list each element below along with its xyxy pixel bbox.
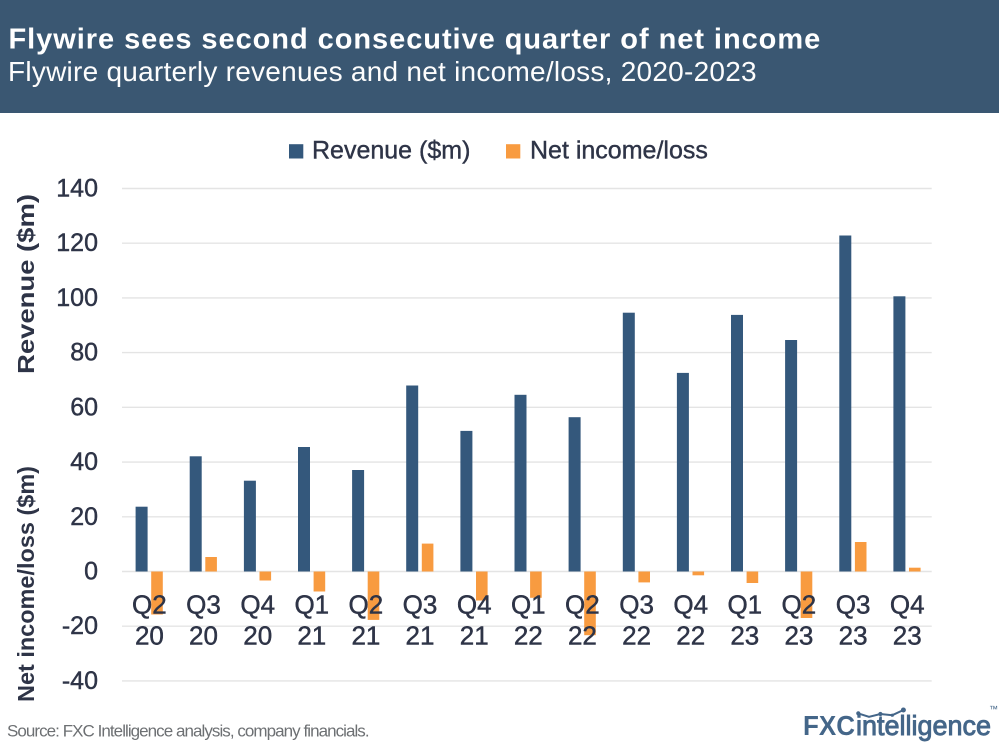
svg-text:Q2: Q2 (132, 590, 167, 620)
svg-text:Q1: Q1 (511, 590, 546, 620)
svg-text:Source: FXC Intelligence analy: Source: FXC Intelligence analysis, compa… (7, 721, 369, 740)
svg-text:100: 100 (56, 284, 98, 312)
svg-text:23: 23 (839, 621, 868, 651)
svg-text:21: 21 (297, 621, 326, 651)
svg-text:Q3: Q3 (836, 590, 871, 620)
svg-text:Q2: Q2 (782, 590, 817, 620)
svg-text:21: 21 (460, 621, 489, 651)
svg-text:Q2: Q2 (349, 590, 384, 620)
svg-text:22: 22 (568, 621, 597, 651)
svg-text:Q3: Q3 (619, 590, 654, 620)
svg-text:22: 22 (514, 621, 543, 651)
svg-text:FXC: FXC (803, 710, 855, 741)
svg-text:22: 22 (622, 621, 651, 651)
svg-text:Q4: Q4 (890, 590, 925, 620)
svg-text:Flywire quarterly revenues and: Flywire quarterly revenues and net incom… (8, 56, 757, 87)
svg-text:20: 20 (189, 621, 218, 651)
svg-text:23: 23 (784, 621, 813, 651)
svg-text:Q1: Q1 (727, 590, 762, 620)
svg-text:Net income/loss ($m): Net income/loss ($m) (13, 466, 39, 702)
svg-text:140: 140 (56, 175, 98, 203)
svg-text:Q3: Q3 (403, 590, 438, 620)
svg-text:-40: -40 (62, 667, 98, 695)
svg-text:Revenue ($m): Revenue ($m) (13, 194, 39, 374)
svg-text:23: 23 (730, 621, 759, 651)
svg-text:Q1: Q1 (294, 590, 329, 620)
svg-text:21: 21 (351, 621, 380, 651)
svg-text:40: 40 (70, 448, 98, 476)
svg-text:™: ™ (989, 704, 998, 714)
svg-text:Flywire sees second consecutiv: Flywire sees second consecutive quarter … (9, 24, 822, 56)
svg-text:0: 0 (84, 558, 98, 586)
svg-text:23: 23 (893, 621, 922, 651)
svg-text:80: 80 (70, 339, 98, 367)
svg-text:Q4: Q4 (457, 590, 492, 620)
svg-text:21: 21 (406, 621, 435, 651)
svg-text:60: 60 (70, 393, 98, 421)
svg-text:20: 20 (135, 621, 164, 651)
svg-text:-20: -20 (62, 612, 98, 640)
svg-text:20: 20 (243, 621, 272, 651)
svg-text:Q3: Q3 (186, 590, 221, 620)
svg-text:Net income/loss: Net income/loss (530, 137, 708, 165)
svg-text:20: 20 (70, 503, 98, 531)
svg-text:Revenue ($m): Revenue ($m) (312, 137, 470, 165)
svg-text:120: 120 (56, 229, 98, 257)
svg-text:22: 22 (676, 621, 705, 651)
svg-text:Q4: Q4 (240, 590, 275, 620)
svg-text:Q4: Q4 (673, 590, 708, 620)
svg-text:Q2: Q2 (565, 590, 600, 620)
